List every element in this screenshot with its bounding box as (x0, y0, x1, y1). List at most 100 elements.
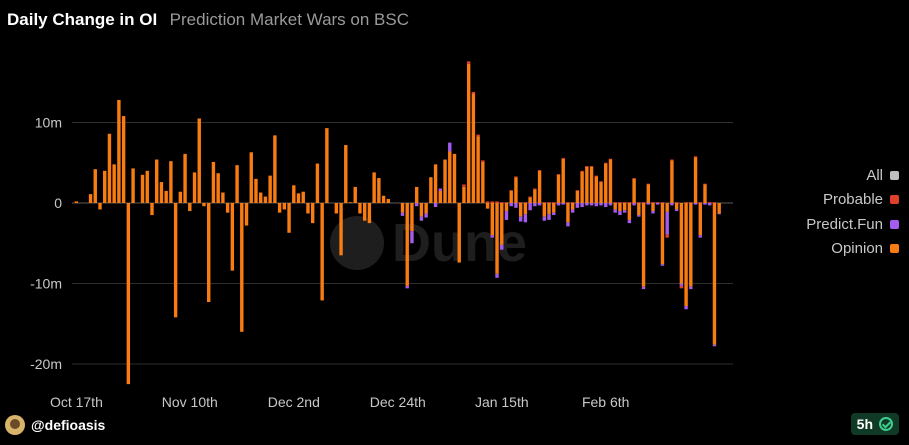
bar-predict-fun (448, 142, 452, 152)
bar-opinion (637, 203, 641, 216)
bar-probable (708, 202, 712, 203)
bar-opinion (466, 63, 471, 204)
bar-probable (528, 196, 532, 198)
bar-probable (481, 160, 485, 162)
bar-opinion (131, 168, 135, 203)
bar-probable (599, 181, 603, 183)
bar-opinion (542, 203, 546, 217)
bar-opinion (438, 190, 443, 203)
bar-opinion (500, 203, 504, 245)
bar-predict-fun (542, 216, 546, 221)
bar-predict-fun (547, 214, 551, 220)
bar-opinion (457, 203, 461, 263)
bar-opinion (674, 203, 679, 210)
legend-item-predict-fun[interactable]: Predict.Fun (739, 212, 899, 237)
bar-opinion (107, 133, 112, 203)
bar-opinion (150, 203, 154, 216)
bar-opinion (433, 164, 438, 203)
bar-opinion (344, 145, 348, 203)
bar-opinion (353, 186, 357, 203)
bar-probable (693, 156, 698, 158)
bar-opinion (74, 201, 79, 203)
bar-opinion (689, 203, 693, 287)
bar-opinion (334, 203, 339, 214)
bar-predict-fun (641, 286, 646, 290)
bar-predict-fun (660, 264, 665, 266)
bar-opinion (429, 177, 433, 203)
bar-opinion (698, 203, 702, 236)
bar-opinion (537, 170, 542, 203)
bar-opinion (244, 203, 249, 226)
bar-opinion (575, 190, 580, 203)
bar-opinion (627, 203, 632, 220)
bar-opinion (268, 175, 272, 203)
bar-predict-fun (556, 203, 561, 206)
bar-probable (670, 159, 674, 161)
chart-header: Daily Change in OI Prediction Market War… (7, 10, 409, 30)
legend-item-opinion[interactable]: Opinion (739, 237, 899, 262)
bar-probable (533, 188, 537, 190)
bar-predict-fun (400, 212, 405, 216)
bar-predict-fun (698, 235, 702, 238)
bar-opinion (580, 171, 584, 203)
refresh-badge[interactable]: 5h (850, 413, 899, 435)
bar-probable (476, 134, 480, 137)
chart-legend: All Probable Predict.Fun Opinion (739, 163, 899, 261)
bar-opinion (608, 159, 613, 203)
bar-probable (561, 157, 565, 159)
legend-item-probable[interactable]: Probable (739, 188, 899, 213)
bar-opinion (249, 152, 253, 203)
bar-opinion (202, 203, 206, 207)
bar-predict-fun (589, 203, 594, 206)
x-tick-label: Dec 2nd (268, 394, 320, 410)
bar-opinion (178, 191, 183, 203)
chart-subtitle: Prediction Market Wars on BSC (169, 10, 409, 29)
x-tick-label: Nov 10th (162, 394, 218, 410)
bar-opinion (604, 163, 608, 203)
bar-opinion (495, 203, 499, 274)
bar-opinion (599, 182, 603, 203)
bar-predict-fun (518, 216, 523, 222)
y-tick-label: -10m (30, 276, 62, 292)
dune-logo-icon (330, 216, 384, 270)
bar-opinion (594, 176, 598, 203)
bar-opinion (348, 202, 353, 203)
bar-opinion (490, 203, 494, 236)
legend-item-all[interactable]: All (739, 163, 899, 188)
bar-opinion (358, 203, 362, 214)
bar-opinion (585, 166, 589, 203)
bar-probable (556, 174, 561, 175)
bar-opinion (381, 195, 386, 203)
bar-probable (514, 176, 518, 178)
bar-predict-fun (703, 203, 707, 205)
bar-opinion (310, 203, 315, 224)
bar-opinion (613, 203, 617, 210)
bar-opinion (523, 203, 528, 215)
bar-opinion (235, 165, 239, 203)
bar-probable (651, 202, 655, 203)
x-tick-label: Oct 17th (50, 394, 103, 410)
bar-probable (632, 178, 636, 179)
bar-opinion (405, 203, 409, 286)
bar-predict-fun (405, 285, 409, 289)
bar-probable (566, 202, 570, 203)
bar-probable (471, 91, 476, 94)
bar-opinion (533, 189, 537, 203)
bar-predict-fun (528, 203, 532, 211)
bar-predict-fun (618, 211, 622, 216)
bar-opinion (263, 196, 268, 203)
bar-opinion (164, 190, 168, 203)
bar-predict-fun (622, 210, 627, 213)
bar-probable (637, 202, 641, 203)
author-footer[interactable]: @defioasis (5, 415, 105, 435)
bar-probable (622, 202, 627, 203)
bar-probable (679, 285, 684, 289)
bar-predict-fun (651, 211, 655, 214)
bar-predict-fun (570, 209, 575, 213)
bar-probable (466, 61, 471, 64)
bar-predict-fun (627, 219, 632, 224)
x-tick-label: Feb 6th (582, 394, 629, 410)
bar-probable (580, 170, 584, 172)
bar-predict-fun (594, 203, 598, 207)
